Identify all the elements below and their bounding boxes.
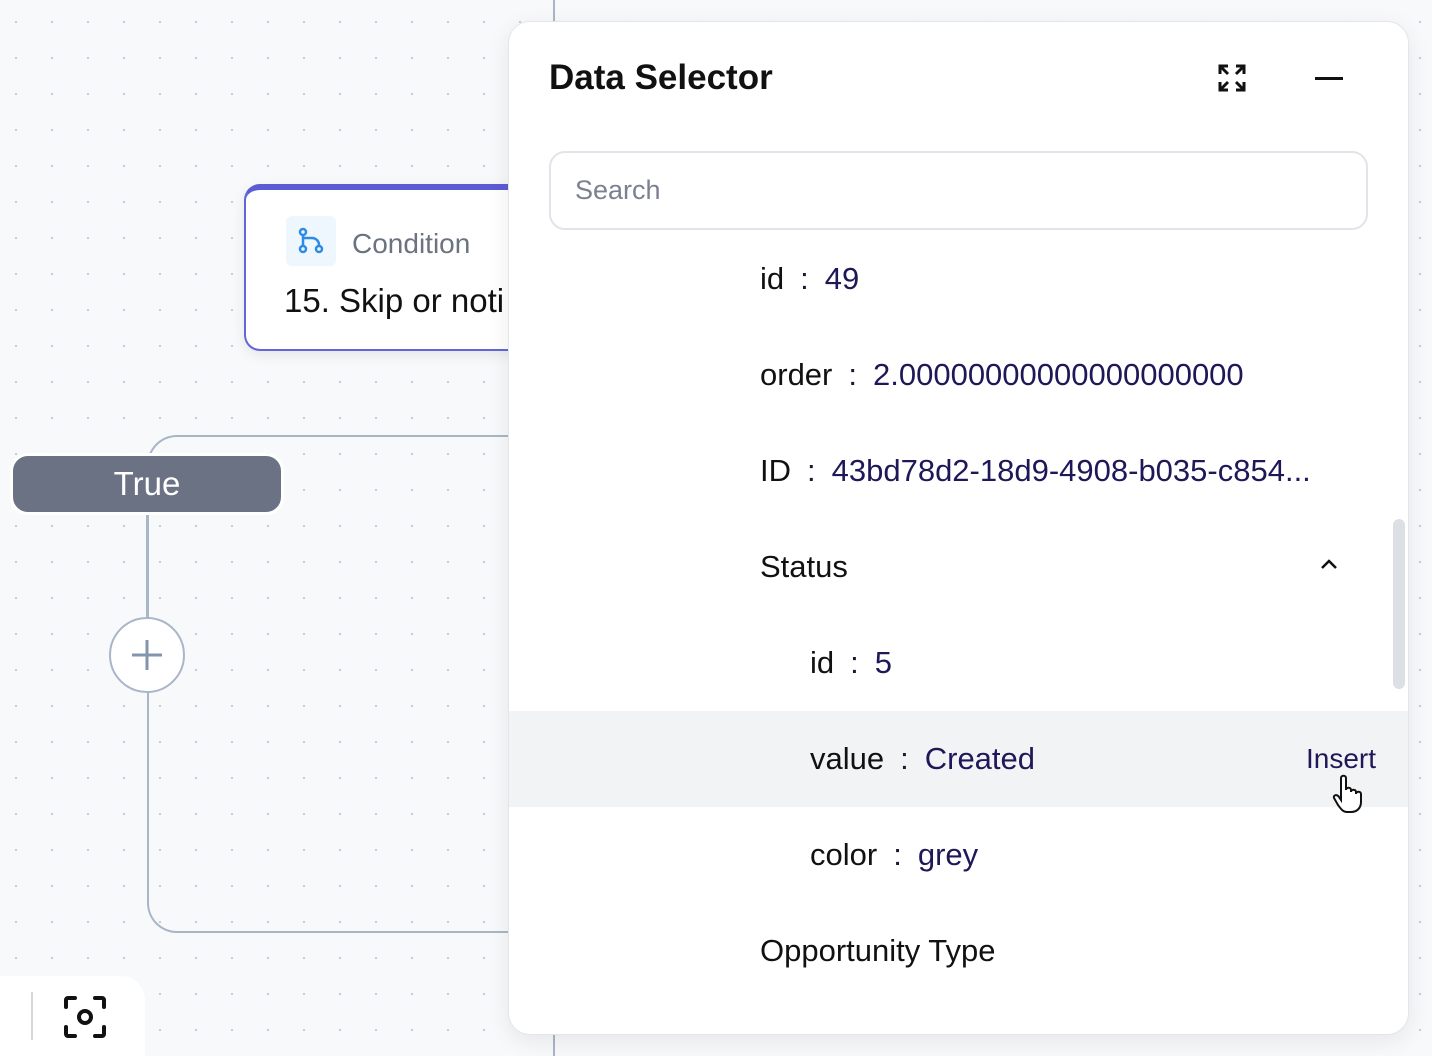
list-item[interactable]: order:2.00000000000000000000	[760, 357, 1244, 392]
insert-button[interactable]: Insert	[1305, 743, 1376, 774]
branch-icon	[286, 216, 336, 266]
item-key: id	[810, 645, 835, 680]
item-value: Created	[924, 741, 1036, 776]
data-selector-panel: Data Selector id:49 order:2.000000000000…	[508, 21, 1409, 1035]
list-group-opportunity-type[interactable]: Opportunity Type	[509, 903, 1394, 999]
scrollbar[interactable]	[1393, 519, 1405, 689]
list-group-status[interactable]: Status	[509, 519, 1394, 615]
canvas-toolbar	[0, 976, 145, 1056]
expand-icon	[1218, 64, 1246, 92]
focus-button[interactable]	[62, 994, 108, 1045]
panel-title: Data Selector	[549, 58, 773, 97]
item-key: Status	[760, 549, 848, 584]
minimize-button[interactable]	[1315, 77, 1343, 80]
item-key: value	[810, 741, 885, 776]
item-value: 2.00000000000000000000	[873, 357, 1244, 392]
divider	[31, 992, 33, 1040]
hand-cursor-icon	[1332, 774, 1362, 813]
connector-line	[146, 515, 148, 617]
item-value: 5	[874, 645, 893, 680]
add-step-button[interactable]	[109, 617, 185, 693]
item-key: id	[760, 261, 785, 296]
item-key: ID	[760, 453, 791, 488]
expand-button[interactable]	[1217, 63, 1247, 98]
list-item[interactable]: color: grey	[810, 837, 979, 872]
item-key: order	[760, 357, 833, 392]
item-value: grey	[917, 837, 979, 872]
list-item[interactable]: value: Created Insert	[509, 711, 1408, 807]
search-input[interactable]	[549, 151, 1368, 230]
true-branch-label[interactable]: True	[10, 453, 284, 515]
focus-icon	[64, 996, 106, 1038]
condition-node[interactable]: Condition 15. Skip or noti	[244, 184, 544, 351]
chevron-up-icon[interactable]	[1319, 557, 1339, 571]
item-value: 43bd78d2-18d9-4908-b035-c854...	[831, 453, 1311, 488]
list-item[interactable]: id:49	[760, 261, 860, 296]
list-item[interactable]: ID:43bd78d2-18d9-4908-b035-c854...	[760, 453, 1311, 488]
item-value: 49	[824, 261, 860, 296]
item-key: color	[810, 837, 878, 872]
plus-icon	[132, 640, 162, 670]
list-item[interactable]: id:5	[810, 645, 893, 680]
node-type-label: Condition	[352, 228, 471, 259]
item-key: Opportunity Type	[760, 933, 996, 968]
node-title: 15. Skip or noti	[284, 282, 505, 319]
